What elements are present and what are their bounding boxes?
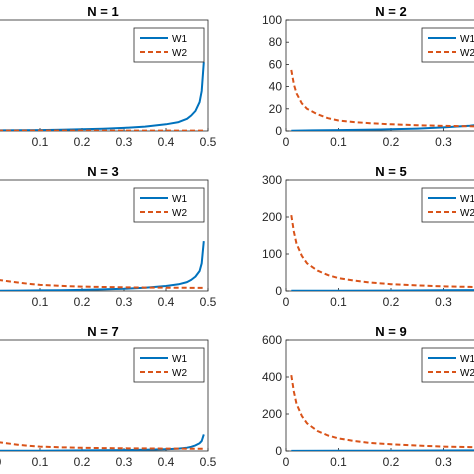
y-tick-label: 20 [269,102,283,116]
x-tick-label: 0 [283,295,290,309]
y-tick-label: 100 [262,13,282,27]
legend-box [421,347,474,383]
x-tick-label: 0.2 [74,135,91,149]
legend-label: W2 [460,368,474,379]
legend-label: W2 [172,368,187,379]
y-tick-label: 300 [262,173,282,187]
x-tick-label: 0.1 [32,295,49,309]
series-line-w1 [291,449,474,451]
legend-label: W2 [460,48,474,59]
y-tick-label: 400 [262,370,282,384]
series-line-w1 [291,289,474,291]
legend-box [421,187,474,223]
x-tick-label: 0.2 [74,455,91,469]
x-tick-label: 0.1 [330,135,347,149]
x-tick-label: 0.1 [330,455,347,469]
x-tick-label: 0.2 [383,135,400,149]
y-tick-label: 80 [269,35,283,49]
y-tick-label: 200 [262,407,282,421]
x-tick-label: 0.3 [435,295,452,309]
legend-label: W1 [460,34,474,45]
legend-label: W1 [172,354,187,365]
series-line-w2 [0,441,204,450]
x-tick-label: 0.2 [383,455,400,469]
x-tick-label: 0 [283,455,290,469]
series-line-w1 [0,241,205,291]
x-tick-label: 0.3 [116,135,133,149]
y-tick-label: 0 [275,124,282,138]
legend-label: W1 [460,354,474,365]
x-tick-label: 0.1 [32,455,49,469]
x-tick-label: 0.5 [200,295,217,309]
x-tick-label: 0.5 [200,135,217,149]
x-tick-label: 0 [0,455,2,469]
x-tick-label: 0.4 [158,455,175,469]
series-line-w2 [0,279,204,289]
y-tick-label: 0 [275,444,282,458]
legend-label: W2 [172,208,187,219]
legend-box [421,27,474,63]
legend-label: W1 [460,194,474,205]
legend-label: W1 [172,34,187,45]
x-tick-label: 0.4 [158,295,175,309]
legend-label: W2 [460,208,474,219]
x-tick-label: 0.2 [383,295,400,309]
y-tick-label: 60 [269,57,283,71]
panel-title: N = 1 [87,4,118,19]
y-tick-label: 600 [262,333,282,347]
x-tick-label: 0.3 [116,295,133,309]
legend-box [133,27,205,63]
legend-label: W1 [172,194,187,205]
panel-title: N = 3 [87,164,118,179]
series-line-w2 [290,374,474,449]
x-tick-label: 0.5 [200,455,217,469]
x-tick-label: 0.3 [435,455,452,469]
y-tick-label: 100 [262,247,282,261]
x-tick-label: 0.3 [116,455,133,469]
x-tick-label: 0.3 [435,135,452,149]
y-tick-label: 0 [275,284,282,298]
x-tick-label: 0.1 [32,135,49,149]
y-tick-label: 40 [269,80,283,94]
panel-title: N = 5 [375,164,406,179]
series-line-w1 [291,124,474,131]
legend-box [133,347,205,383]
legend-box [133,187,205,223]
x-tick-label: 0.4 [158,135,175,149]
series-line-w2 [290,69,474,128]
panel-title: N = 9 [375,324,406,339]
legend-label: W2 [172,48,187,59]
x-tick-label: 0.2 [74,295,91,309]
panel-title: N = 2 [375,4,406,19]
x-tick-label: 0 [283,135,290,149]
y-tick-label: 200 [262,210,282,224]
panel-title: N = 7 [87,324,118,339]
series-line-w2 [290,214,474,288]
x-tick-label: 0.1 [330,295,347,309]
